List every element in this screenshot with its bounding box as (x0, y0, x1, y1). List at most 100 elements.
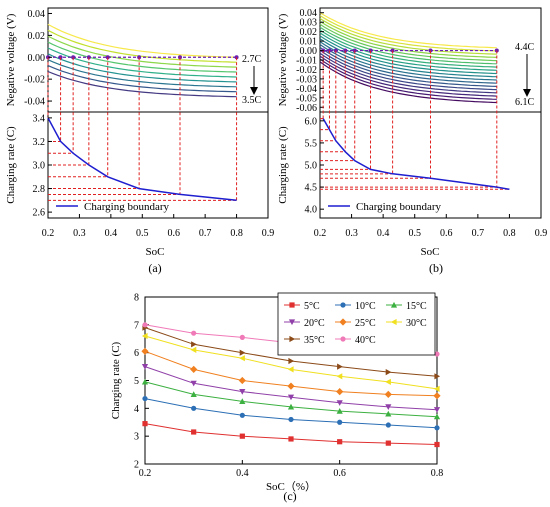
marker-circle (239, 412, 245, 418)
x-tick-label: 0.8 (230, 228, 243, 239)
y-tick-label: 7 (134, 320, 139, 331)
y-tick-label: 0.04 (28, 9, 46, 20)
marker-triangle-left (141, 332, 148, 340)
marker-triangle-up (390, 301, 398, 308)
voltage-curve (319, 29, 497, 68)
marker-square (142, 421, 148, 427)
annotation-low-rate: 2.7C (242, 54, 262, 65)
y-tick-label: -0.02 (24, 75, 45, 86)
voltage-curve (47, 23, 237, 58)
voltage-curve (47, 47, 237, 78)
y-tick-label: -0.05 (296, 93, 317, 104)
voltage-curve (319, 41, 497, 81)
voltage-curve (319, 38, 497, 78)
legend-label: 15°C (406, 301, 427, 312)
legend-label: 40°C (355, 335, 376, 346)
marker-triangle-right (337, 363, 343, 370)
x-axis-label: SoC（%） (266, 480, 316, 493)
x-tick-label: 0.3 (73, 228, 86, 239)
panel-label-c: (c) (283, 489, 296, 503)
x-tick-label: 0.5 (136, 228, 149, 239)
y-tick-label: 0.03 (300, 18, 318, 29)
x-tick-label: 0.4 (377, 228, 390, 239)
x-tick-label: 0.4 (105, 228, 118, 239)
legend-label: 20°C (304, 318, 325, 329)
x-axis-label: SoC (146, 246, 165, 258)
y-axis-label: Negative voltage (V) (277, 13, 289, 106)
annotation-high-rate: 3.5C (242, 95, 262, 106)
marker-square (434, 441, 440, 448)
marker-circle (340, 336, 346, 342)
x-tick-label: 0.2 (42, 228, 55, 239)
marker-triangle-down (239, 389, 246, 395)
charging-boundary-line (322, 118, 510, 191)
voltage-curve (319, 58, 497, 100)
marker-triangle-up (141, 378, 149, 385)
voltage-curve (47, 53, 237, 83)
marker-triangle-down (141, 364, 149, 370)
legend-label: 5°C (304, 301, 320, 312)
y-tick-label: 0.01 (300, 37, 318, 48)
marker-triangle-right (288, 357, 295, 365)
x-tick-label: 0.7 (199, 228, 212, 239)
marker-circle (142, 322, 148, 328)
y-tick-label: 0.04 (300, 8, 318, 19)
x-tick-label: 0.7 (472, 228, 485, 239)
y-tick-label: 5.5 (305, 138, 318, 149)
legend-label: 10°C (355, 301, 376, 312)
voltage-curve (47, 41, 237, 73)
panel-label-b: (b) (429, 261, 443, 275)
voltage-curve (319, 32, 497, 71)
marker-triangle-left (390, 318, 397, 326)
x-tick-label: 0.2 (139, 468, 152, 479)
voltage-curve (319, 17, 497, 55)
legend-label: 35°C (304, 335, 325, 346)
marker-diamond (339, 318, 347, 326)
annotation-high-rate: 6.1C (515, 97, 535, 108)
marker-square (191, 429, 197, 435)
voltage-curve (47, 65, 237, 93)
y-tick-label: -0.03 (296, 74, 317, 85)
marker-diamond (433, 392, 441, 400)
marker-circle (434, 351, 440, 357)
marker-triangle-down (287, 394, 295, 401)
x-tick-label: 0.6 (333, 468, 346, 479)
voltage-curve (319, 55, 497, 97)
y-tick-label: 0.00 (300, 46, 318, 57)
y-tick-label: 4.5 (305, 183, 318, 194)
marker-triangle-down (288, 319, 296, 326)
annotation-low-rate: 4.4C (515, 42, 535, 53)
marker-triangle-left (385, 378, 391, 385)
marker-diamond (190, 365, 198, 373)
y-tick-label: 4.0 (305, 205, 318, 216)
y-tick-label: -0.01 (296, 56, 317, 67)
voltage-curve (319, 20, 497, 58)
marker-triangle-up (385, 410, 392, 417)
marker-triangle-left (287, 366, 294, 373)
marker-circle (191, 405, 197, 411)
marker-square (289, 302, 295, 308)
x-tick-label: 0.6 (167, 228, 180, 239)
marker-triangle-left (336, 373, 343, 380)
voltage-curve (319, 15, 497, 52)
x-tick-label: 0.8 (431, 468, 444, 479)
x-tick-label: 0.4 (236, 468, 249, 479)
y-tick-label: 3.4 (33, 113, 46, 124)
y-tick-label: -0.02 (296, 65, 317, 76)
y-tick-label: 6.0 (305, 116, 318, 127)
marker-triangle-up (239, 398, 246, 404)
marker-triangle-left (239, 355, 245, 362)
voltage-curve (319, 12, 497, 49)
y-tick-label: 2.6 (33, 208, 46, 219)
voltage-curve (47, 35, 237, 68)
y-tick-label: 5 (134, 376, 139, 387)
marker-triangle-right (385, 369, 392, 376)
x-tick-label: 0.3 (345, 228, 358, 239)
y-tick-label: 2.8 (33, 184, 46, 195)
panel-label-a: (a) (148, 261, 161, 275)
marker-circle (385, 422, 391, 428)
marker-square (337, 439, 343, 445)
y-tick-label: -0.04 (24, 97, 45, 108)
series-line (144, 398, 438, 429)
